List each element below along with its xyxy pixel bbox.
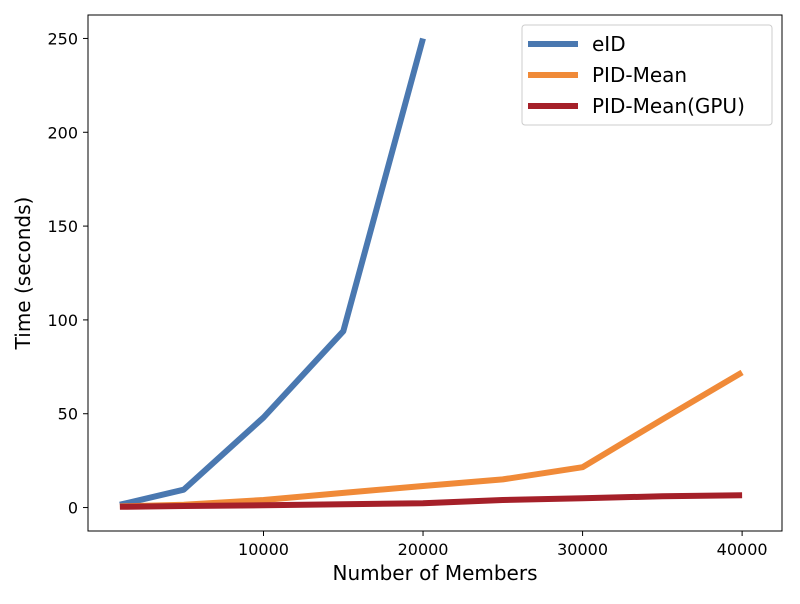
series-line-0 xyxy=(119,37,426,508)
x-tick-label: 10000 xyxy=(238,540,289,559)
axes-frame xyxy=(87,14,783,532)
legend-box xyxy=(521,24,773,126)
legend: eID PID-Mean PID-Mean(GPU) xyxy=(521,24,773,126)
y-tick-label: 250 xyxy=(47,29,78,48)
plot-area xyxy=(119,37,744,510)
y-tick-label: 50 xyxy=(58,405,78,424)
series-line-2 xyxy=(119,492,743,510)
y-tick-label: 200 xyxy=(47,123,78,142)
x-axis-label: Number of Members xyxy=(332,561,537,585)
x-tick-label: 20000 xyxy=(398,540,449,559)
legend-label: eID xyxy=(592,32,626,56)
axes: 10000 20000 30000 40000 0 50 100 150 200 250 xyxy=(47,14,783,559)
y-tick-label: 100 xyxy=(47,311,78,330)
y-tick-label: 150 xyxy=(47,217,78,236)
legend-label: PID-Mean(GPU) xyxy=(592,94,745,118)
legend-label: PID-Mean xyxy=(592,63,687,87)
y-axis-label: Time (seconds) xyxy=(11,197,35,351)
x-tick-label: 40000 xyxy=(717,540,768,559)
x-tick-label: 30000 xyxy=(557,540,608,559)
series-line-1 xyxy=(119,369,744,510)
y-tick-label: 0 xyxy=(68,499,78,518)
